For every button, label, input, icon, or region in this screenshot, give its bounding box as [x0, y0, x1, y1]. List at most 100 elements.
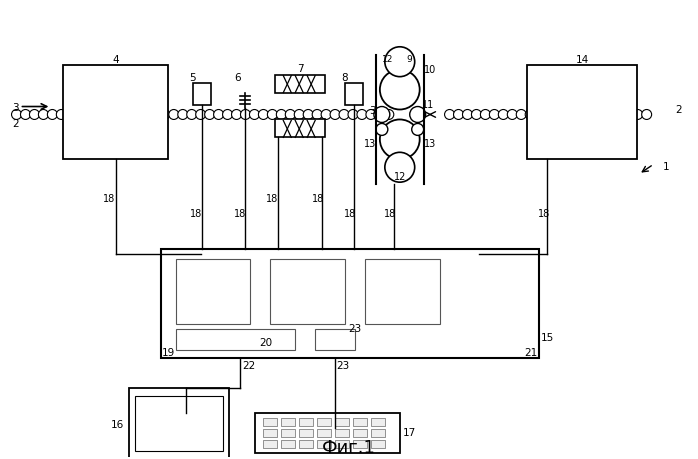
- Text: 18: 18: [344, 209, 356, 219]
- Bar: [129, 388, 228, 459]
- Bar: [371, 440, 385, 448]
- Bar: [281, 429, 295, 437]
- Circle shape: [517, 110, 526, 119]
- Text: 13: 13: [364, 140, 376, 149]
- Circle shape: [276, 110, 286, 119]
- Bar: [275, 119, 325, 137]
- Circle shape: [543, 110, 553, 119]
- Circle shape: [384, 110, 394, 119]
- Circle shape: [12, 110, 22, 119]
- Text: 18: 18: [103, 194, 115, 204]
- Circle shape: [74, 110, 84, 119]
- Circle shape: [412, 123, 424, 135]
- Circle shape: [205, 110, 214, 119]
- Circle shape: [385, 47, 415, 77]
- Bar: [353, 440, 367, 448]
- Circle shape: [151, 110, 161, 119]
- Text: 8: 8: [342, 73, 348, 83]
- Circle shape: [375, 110, 385, 119]
- Bar: [135, 396, 223, 451]
- Bar: [299, 440, 313, 448]
- Bar: [263, 440, 277, 448]
- Text: 9: 9: [407, 55, 413, 64]
- Circle shape: [641, 110, 652, 119]
- Bar: [317, 440, 331, 448]
- Bar: [315, 329, 355, 350]
- Bar: [365, 259, 440, 324]
- Circle shape: [463, 110, 473, 119]
- Circle shape: [615, 110, 625, 119]
- Circle shape: [47, 110, 57, 119]
- Bar: [317, 429, 331, 437]
- Text: 17: 17: [403, 428, 416, 438]
- Bar: [527, 65, 637, 159]
- Text: 7: 7: [297, 64, 304, 74]
- Text: 12: 12: [382, 55, 394, 64]
- Circle shape: [525, 110, 535, 119]
- Bar: [281, 440, 295, 448]
- Text: 18: 18: [384, 209, 396, 219]
- Bar: [270, 259, 345, 324]
- Circle shape: [258, 110, 268, 119]
- Circle shape: [303, 110, 313, 119]
- Circle shape: [187, 110, 197, 119]
- Bar: [345, 83, 363, 105]
- Bar: [371, 429, 385, 437]
- Bar: [176, 329, 295, 350]
- Text: 2: 2: [12, 119, 19, 129]
- Text: 2: 2: [675, 105, 682, 114]
- Bar: [299, 418, 313, 426]
- Circle shape: [232, 110, 242, 119]
- Circle shape: [534, 110, 544, 119]
- Circle shape: [160, 110, 170, 119]
- Text: 21: 21: [525, 348, 537, 358]
- Circle shape: [366, 110, 376, 119]
- Text: 18: 18: [538, 209, 550, 219]
- Text: 3: 3: [12, 102, 19, 112]
- Circle shape: [178, 110, 188, 119]
- Circle shape: [330, 110, 340, 119]
- Bar: [64, 65, 168, 159]
- Circle shape: [410, 106, 426, 123]
- Bar: [353, 429, 367, 437]
- Circle shape: [20, 110, 31, 119]
- Circle shape: [57, 110, 66, 119]
- Text: 3: 3: [369, 106, 376, 117]
- Text: 23: 23: [348, 324, 362, 334]
- Bar: [193, 83, 211, 105]
- Circle shape: [507, 110, 517, 119]
- Circle shape: [267, 110, 277, 119]
- Text: 18: 18: [266, 194, 279, 204]
- Bar: [161, 249, 539, 358]
- Circle shape: [624, 110, 634, 119]
- Text: 4: 4: [113, 55, 119, 65]
- Circle shape: [445, 110, 454, 119]
- Bar: [263, 429, 277, 437]
- Bar: [371, 418, 385, 426]
- Text: 23: 23: [336, 361, 350, 371]
- Circle shape: [285, 110, 295, 119]
- Circle shape: [295, 110, 304, 119]
- Circle shape: [214, 110, 223, 119]
- Text: 1: 1: [663, 162, 670, 172]
- Text: 5: 5: [189, 73, 196, 83]
- Bar: [255, 413, 400, 453]
- Bar: [299, 429, 313, 437]
- Text: 13: 13: [424, 140, 436, 149]
- Circle shape: [66, 110, 75, 119]
- Bar: [275, 75, 325, 93]
- Text: 15: 15: [540, 334, 554, 343]
- Bar: [335, 418, 349, 426]
- Circle shape: [83, 110, 93, 119]
- Circle shape: [348, 110, 358, 119]
- Circle shape: [489, 110, 499, 119]
- Bar: [281, 418, 295, 426]
- Circle shape: [498, 110, 508, 119]
- Bar: [317, 418, 331, 426]
- Bar: [335, 440, 349, 448]
- Circle shape: [471, 110, 482, 119]
- Text: 20: 20: [259, 338, 272, 348]
- Circle shape: [223, 110, 232, 119]
- Bar: [176, 259, 251, 324]
- Circle shape: [29, 110, 39, 119]
